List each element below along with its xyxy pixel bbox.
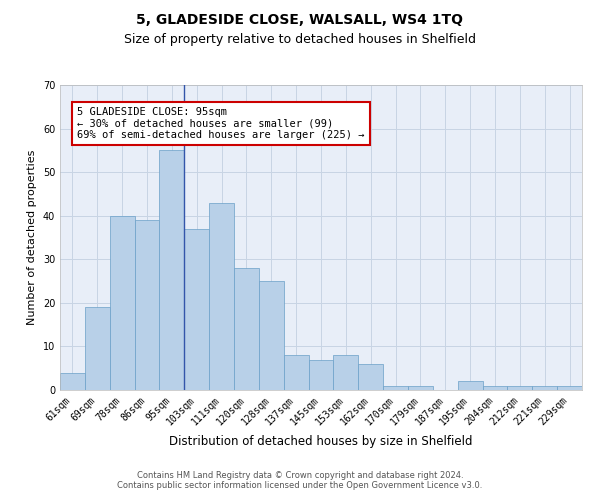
Bar [259,281,284,390]
Bar [284,355,308,390]
Bar [85,307,110,390]
Text: Size of property relative to detached houses in Shelfield: Size of property relative to detached ho… [124,32,476,46]
Bar [383,386,408,390]
Bar [234,268,259,390]
Bar [184,229,209,390]
Bar [110,216,134,390]
Y-axis label: Number of detached properties: Number of detached properties [27,150,37,325]
Bar [458,382,482,390]
Bar [408,386,433,390]
Bar [532,386,557,390]
Bar [308,360,334,390]
Text: 5, GLADESIDE CLOSE, WALSALL, WS4 1TQ: 5, GLADESIDE CLOSE, WALSALL, WS4 1TQ [137,12,464,26]
Bar [209,202,234,390]
Bar [334,355,358,390]
X-axis label: Distribution of detached houses by size in Shelfield: Distribution of detached houses by size … [169,435,473,448]
Text: 5 GLADESIDE CLOSE: 95sqm
← 30% of detached houses are smaller (99)
69% of semi-d: 5 GLADESIDE CLOSE: 95sqm ← 30% of detach… [77,107,365,140]
Bar [482,386,508,390]
Bar [358,364,383,390]
Bar [134,220,160,390]
Bar [160,150,184,390]
Bar [508,386,532,390]
Text: Contains HM Land Registry data © Crown copyright and database right 2024.
Contai: Contains HM Land Registry data © Crown c… [118,470,482,490]
Bar [60,372,85,390]
Bar [557,386,582,390]
